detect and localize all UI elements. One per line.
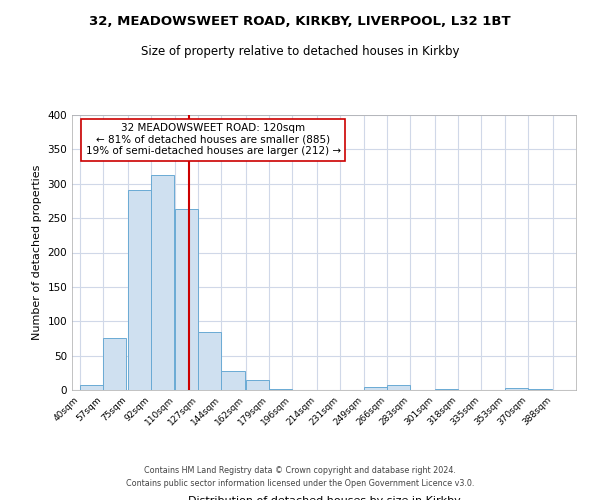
Bar — [199, 332, 221, 390]
Y-axis label: Number of detached properties: Number of detached properties — [32, 165, 42, 340]
Bar — [151, 175, 174, 390]
Text: Contains HM Land Registry data © Crown copyright and database right 2024.
Contai: Contains HM Land Registry data © Crown c… — [126, 466, 474, 487]
Text: 32 MEADOWSWEET ROAD: 120sqm
← 81% of detached houses are smaller (885)
19% of se: 32 MEADOWSWEET ROAD: 120sqm ← 81% of det… — [86, 123, 341, 156]
Bar — [387, 384, 410, 390]
Text: 32, MEADOWSWEET ROAD, KIRKBY, LIVERPOOL, L32 1BT: 32, MEADOWSWEET ROAD, KIRKBY, LIVERPOOL,… — [89, 15, 511, 28]
Bar — [505, 388, 529, 390]
Bar — [246, 380, 269, 390]
Bar — [435, 388, 458, 390]
Bar — [529, 388, 551, 390]
Bar — [175, 209, 199, 390]
X-axis label: Distribution of detached houses by size in Kirkby: Distribution of detached houses by size … — [188, 496, 460, 500]
Bar — [221, 371, 245, 390]
Text: Size of property relative to detached houses in Kirkby: Size of property relative to detached ho… — [141, 45, 459, 58]
Bar — [128, 190, 151, 390]
Bar — [103, 338, 127, 390]
Bar — [80, 384, 103, 390]
Bar — [364, 386, 387, 390]
